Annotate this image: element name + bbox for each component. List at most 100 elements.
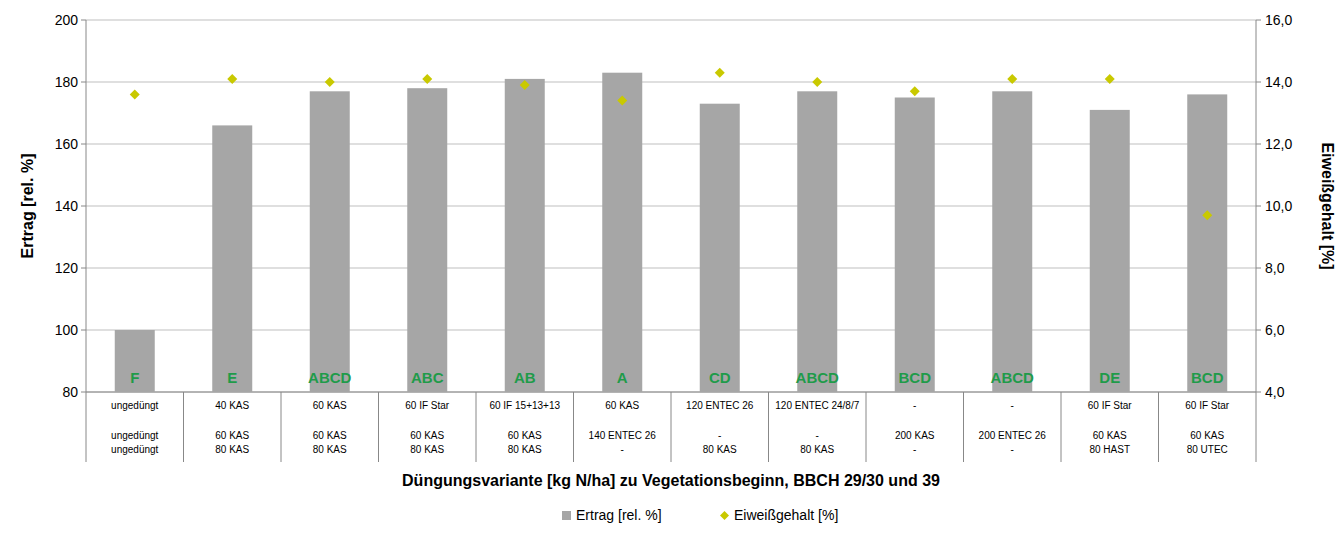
- point: [1105, 74, 1115, 84]
- bar: [505, 79, 545, 392]
- bar: [212, 125, 252, 392]
- group-letter: ABC: [411, 369, 444, 386]
- category-label: 120 ENTEC 26: [686, 400, 754, 411]
- category-separator: [768, 392, 769, 462]
- category-label: 60 IF Star: [405, 400, 450, 411]
- category-label: 60 IF Star: [1185, 400, 1230, 411]
- bar: [407, 88, 447, 392]
- y-tick-label: 160: [55, 136, 79, 152]
- y-tick: [81, 82, 86, 83]
- point: [1007, 74, 1017, 84]
- category-separator: [573, 392, 574, 462]
- group-letter: A: [617, 369, 628, 386]
- category-label: 80 KAS: [800, 444, 834, 455]
- y2-tick: [1256, 330, 1261, 331]
- point: [910, 86, 920, 96]
- y2-tick-label: 14,0: [1265, 74, 1292, 90]
- category-separator: [378, 392, 379, 462]
- y-tick-label: 140: [55, 198, 79, 214]
- bar: [1187, 94, 1227, 392]
- category-label: -: [621, 444, 624, 455]
- y-tick: [81, 268, 86, 269]
- category-separator: [86, 392, 87, 462]
- category-label: 80 HAST: [1089, 444, 1130, 455]
- category-separator: [1061, 392, 1062, 462]
- group-letter: AB: [514, 369, 536, 386]
- y-tick-label: 180: [55, 74, 79, 90]
- y2-tick-label: 16,0: [1265, 12, 1292, 28]
- category-label: -: [913, 444, 916, 455]
- category-label: 60 KAS: [313, 430, 347, 441]
- group-letter: BCD: [1191, 369, 1224, 386]
- y-tick-label: 200: [55, 12, 79, 28]
- category-label: -: [718, 430, 721, 441]
- y2-tick-label: 8,0: [1265, 260, 1285, 276]
- group-letter: ABCD: [308, 369, 351, 386]
- y2-tick: [1256, 144, 1261, 145]
- point: [227, 74, 237, 84]
- y2-tick-label: 6,0: [1265, 322, 1285, 338]
- category-label: -: [1011, 444, 1014, 455]
- category-label: 200 KAS: [895, 430, 935, 441]
- y-tick-label: 100: [55, 322, 79, 338]
- bar: [797, 91, 837, 392]
- category-label: 60 KAS: [313, 400, 347, 411]
- category-label: 80 KAS: [703, 444, 737, 455]
- grid-line: [86, 82, 1256, 83]
- group-letter: ABCD: [991, 369, 1034, 386]
- point: [812, 77, 822, 87]
- y2-tick: [1256, 20, 1261, 21]
- point: [617, 96, 627, 106]
- category-label: 40 KAS: [215, 400, 249, 411]
- category-label: 80 KAS: [215, 444, 249, 455]
- grid-line: [86, 144, 1256, 145]
- category-label: ungedüngt: [111, 444, 158, 455]
- plot-area: [115, 68, 1228, 392]
- group-letter: CD: [709, 369, 731, 386]
- category-separator: [281, 392, 282, 462]
- bar: [1090, 110, 1130, 392]
- point: [715, 68, 725, 78]
- category-label: ungedüngt: [111, 430, 158, 441]
- grid-line: [86, 268, 1256, 269]
- category-separator: [1256, 392, 1257, 462]
- category-label: 80 KAS: [508, 444, 542, 455]
- category-separator: [183, 392, 184, 462]
- category-label: 60 KAS: [1190, 430, 1224, 441]
- category-label: 60 IF Star: [1088, 400, 1133, 411]
- point: [130, 89, 140, 99]
- y2-tick-label: 12,0: [1265, 136, 1292, 152]
- category-label: 120 ENTEC 24/8/7: [775, 400, 859, 411]
- y-tick: [81, 144, 86, 145]
- grid-line: [86, 20, 1256, 21]
- legend-swatch: [720, 511, 729, 520]
- group-letter: F: [130, 369, 139, 386]
- y2-tick: [1256, 268, 1261, 269]
- category-label: 60 IF 15+13+13: [489, 400, 560, 411]
- y2-tick: [1256, 82, 1261, 83]
- category-label: 60 KAS: [410, 430, 444, 441]
- y-tick: [81, 20, 86, 21]
- x-axis-title: Düngungsvariante [kg N/ha] zu Vegetation…: [402, 472, 940, 489]
- y2-tick-label: 4,0: [1265, 384, 1285, 400]
- group-letter: E: [227, 369, 237, 386]
- y2-tick: [1256, 206, 1261, 207]
- category-label: 80 KAS: [410, 444, 444, 455]
- y2-axis: [1256, 20, 1257, 392]
- y2-tick: [1256, 392, 1261, 393]
- legend-label: Ertrag [rel. %]: [576, 507, 662, 523]
- category-label: 140 ENTEC 26: [589, 430, 657, 441]
- bar: [895, 98, 935, 393]
- point: [520, 80, 530, 90]
- category-separator: [866, 392, 867, 462]
- bar: [310, 91, 350, 392]
- category-label: -: [1011, 400, 1014, 411]
- bar: [115, 330, 155, 392]
- chart: 801001201401601802004,06,08,010,012,014,…: [0, 0, 1338, 540]
- category-label: 60 KAS: [605, 400, 639, 411]
- category-separator: [476, 392, 477, 462]
- group-letter: BCD: [899, 369, 932, 386]
- category-label: 200 ENTEC 26: [979, 430, 1047, 441]
- y-tick: [81, 206, 86, 207]
- category-label: 80 UTEC: [1187, 444, 1228, 455]
